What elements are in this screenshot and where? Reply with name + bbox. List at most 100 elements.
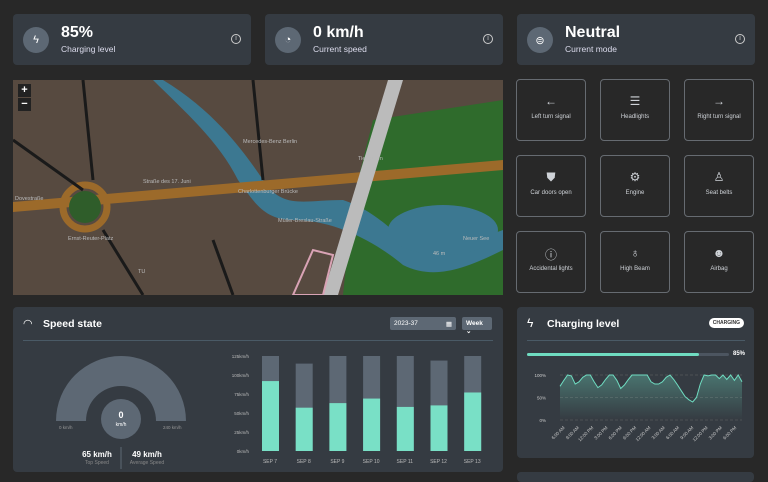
y-tick-label: 0km/h — [237, 449, 250, 454]
divider — [527, 340, 745, 341]
bar-value — [396, 406, 414, 451]
charging-level-card: ϟ Charging level CHARGING 85% 0% 50% 100% 6… — [517, 307, 754, 458]
indicator-tile[interactable]: ⛊ Car doors open — [516, 155, 586, 217]
map-label: Straße des 17. Juni — [143, 179, 191, 185]
map-label: Dovestraße — [15, 196, 43, 202]
stat-card-charging: ϟ 85% Charging level i — [13, 14, 251, 65]
indicator-tile[interactable]: ♙ Seat belts — [684, 155, 754, 217]
x-tick-label: SEP 11 — [397, 459, 414, 465]
indicator-label: Right turn signal — [697, 114, 741, 120]
charging-progress-label: 85% — [733, 351, 746, 357]
car-door-icon: ⛊ — [546, 170, 556, 184]
next-card — [517, 472, 754, 482]
stat-value: 85% — [61, 24, 94, 41]
card-title: Charging level — [547, 318, 620, 330]
map-label: 46 m — [433, 251, 446, 257]
x-tick-label: 12:00 PM — [692, 425, 709, 442]
gauge-max: 240 km/h — [163, 425, 182, 430]
y-tick-label: 75km/h — [234, 392, 249, 397]
x-tick-label: 3:00 AM — [651, 425, 666, 440]
y-tick-label: 50% — [537, 396, 546, 401]
stat-label: Current mode — [565, 44, 617, 54]
seat-belt-icon: ♙ — [713, 170, 725, 184]
stat-value: Neutral — [565, 24, 621, 41]
indicator-tile[interactable]: ☻ Airbag — [684, 231, 754, 293]
indicator-label: Engine — [625, 190, 645, 196]
indicator-label: Airbag — [710, 266, 728, 272]
x-tick-label: SEP 12 — [430, 459, 447, 465]
indicator-tile[interactable]: → Right turn signal — [684, 79, 754, 141]
y-tick-label: 100km/h — [232, 373, 250, 378]
warning-circle-icon: ⓘ — [544, 248, 557, 262]
bar-value — [295, 407, 313, 451]
indicator-label: Left turn signal — [531, 114, 571, 120]
bulb-icon: ♁ — [630, 246, 640, 260]
indicator-tile[interactable]: ⚙ Engine — [600, 155, 670, 217]
bar-value — [363, 398, 381, 451]
map-label: TU — [138, 269, 145, 275]
steering-mode-icon: ⊜ — [527, 27, 553, 53]
avg-speed-label: Average Speed — [130, 460, 165, 466]
map-label: Charlottenburger Brücke — [238, 189, 298, 195]
gauge-unit: km/h — [116, 422, 127, 428]
bar-value — [329, 403, 347, 451]
speedometer-icon: ◔ — [275, 27, 301, 53]
map-label: Müller-Breslau-Straße — [278, 218, 332, 224]
x-tick-label: 6:00 AM — [665, 425, 680, 440]
x-tick-label: 6:00 PM — [608, 425, 624, 441]
map-label: Neuer See — [463, 236, 489, 242]
info-icon[interactable]: i — [231, 34, 241, 44]
charging-area — [560, 375, 742, 420]
indicator-tile[interactable]: ☰ Headlights — [600, 79, 670, 141]
info-icon[interactable]: i — [735, 34, 745, 44]
indicator-tile[interactable]: ⓘ Accidental lights — [516, 231, 586, 293]
map[interactable]: Charlottenburger Brücke Mercedes-Benz Be… — [13, 80, 503, 295]
battery-charging-icon: ϟ — [23, 27, 49, 53]
period-value: Week — [466, 320, 483, 327]
y-tick-label: 25km/h — [234, 430, 249, 435]
speed-gauge-track — [56, 356, 186, 421]
charging-badge: CHARGING — [708, 318, 744, 328]
map-label: Ernst-Reuter-Platz — [68, 236, 113, 242]
x-tick-label: SEP 13 — [464, 459, 481, 465]
x-tick-label: 6:00 PM — [722, 425, 738, 441]
x-tick-label: 6:00 AM — [550, 425, 565, 440]
gauge-min: 0 km/h — [59, 425, 73, 430]
divider — [23, 340, 493, 341]
week-date-input[interactable]: 2023-37 ▦ — [390, 317, 456, 330]
airbag-icon: ☻ — [712, 246, 726, 260]
period-select[interactable]: Week ⌄ — [462, 317, 492, 335]
date-value: 2023-37 — [394, 320, 418, 327]
charging-line — [559, 374, 743, 403]
zoom-out-button[interactable]: − — [18, 98, 31, 111]
indicator-tile[interactable]: ♁ High Beam — [600, 231, 670, 293]
bar-value — [464, 392, 482, 451]
speed-gauge-center — [101, 399, 141, 439]
avg-speed-value: 49 km/h — [132, 450, 162, 459]
lightning-icon: ϟ — [527, 316, 534, 330]
stat-card-speed: ◔ 0 km/h Current speed i — [265, 14, 503, 65]
x-tick-label: 12:00 PM — [577, 425, 594, 442]
map-label: Tiergarten — [358, 156, 383, 162]
arrow-right-icon: → — [713, 94, 725, 108]
stat-value: 0 km/h — [313, 24, 364, 41]
speed-state-card: ◠ Speed state 2023-37 ▦ Week ⌄ 0 km/h 0 k… — [13, 307, 503, 472]
indicator-label: Car doors open — [530, 190, 572, 196]
x-tick-label: SEP 9 — [330, 459, 344, 465]
indicator-label: Seat belts — [705, 190, 733, 196]
chevron-down-icon: ⌄ — [466, 328, 472, 335]
top-speed-value: 65 km/h — [82, 450, 112, 459]
top-speed-label: Top Speed — [85, 460, 109, 466]
indicator-tile[interactable]: ← Left turn signal — [516, 79, 586, 141]
arrow-left-icon: ← — [545, 94, 557, 108]
zoom-in-button[interactable]: + — [18, 84, 31, 97]
indicator-label: High Beam — [620, 266, 650, 272]
bar-value — [430, 405, 448, 451]
speedometer-icon: ◠ — [23, 318, 33, 330]
indicator-label: Headlights — [620, 114, 650, 120]
engine-icon: ⚙ — [629, 170, 641, 184]
gauge-value: 0 — [118, 410, 123, 420]
info-icon[interactable]: i — [483, 34, 493, 44]
bar-value — [262, 381, 279, 451]
stat-card-mode: ⊜ Neutral Current mode i — [517, 14, 755, 65]
